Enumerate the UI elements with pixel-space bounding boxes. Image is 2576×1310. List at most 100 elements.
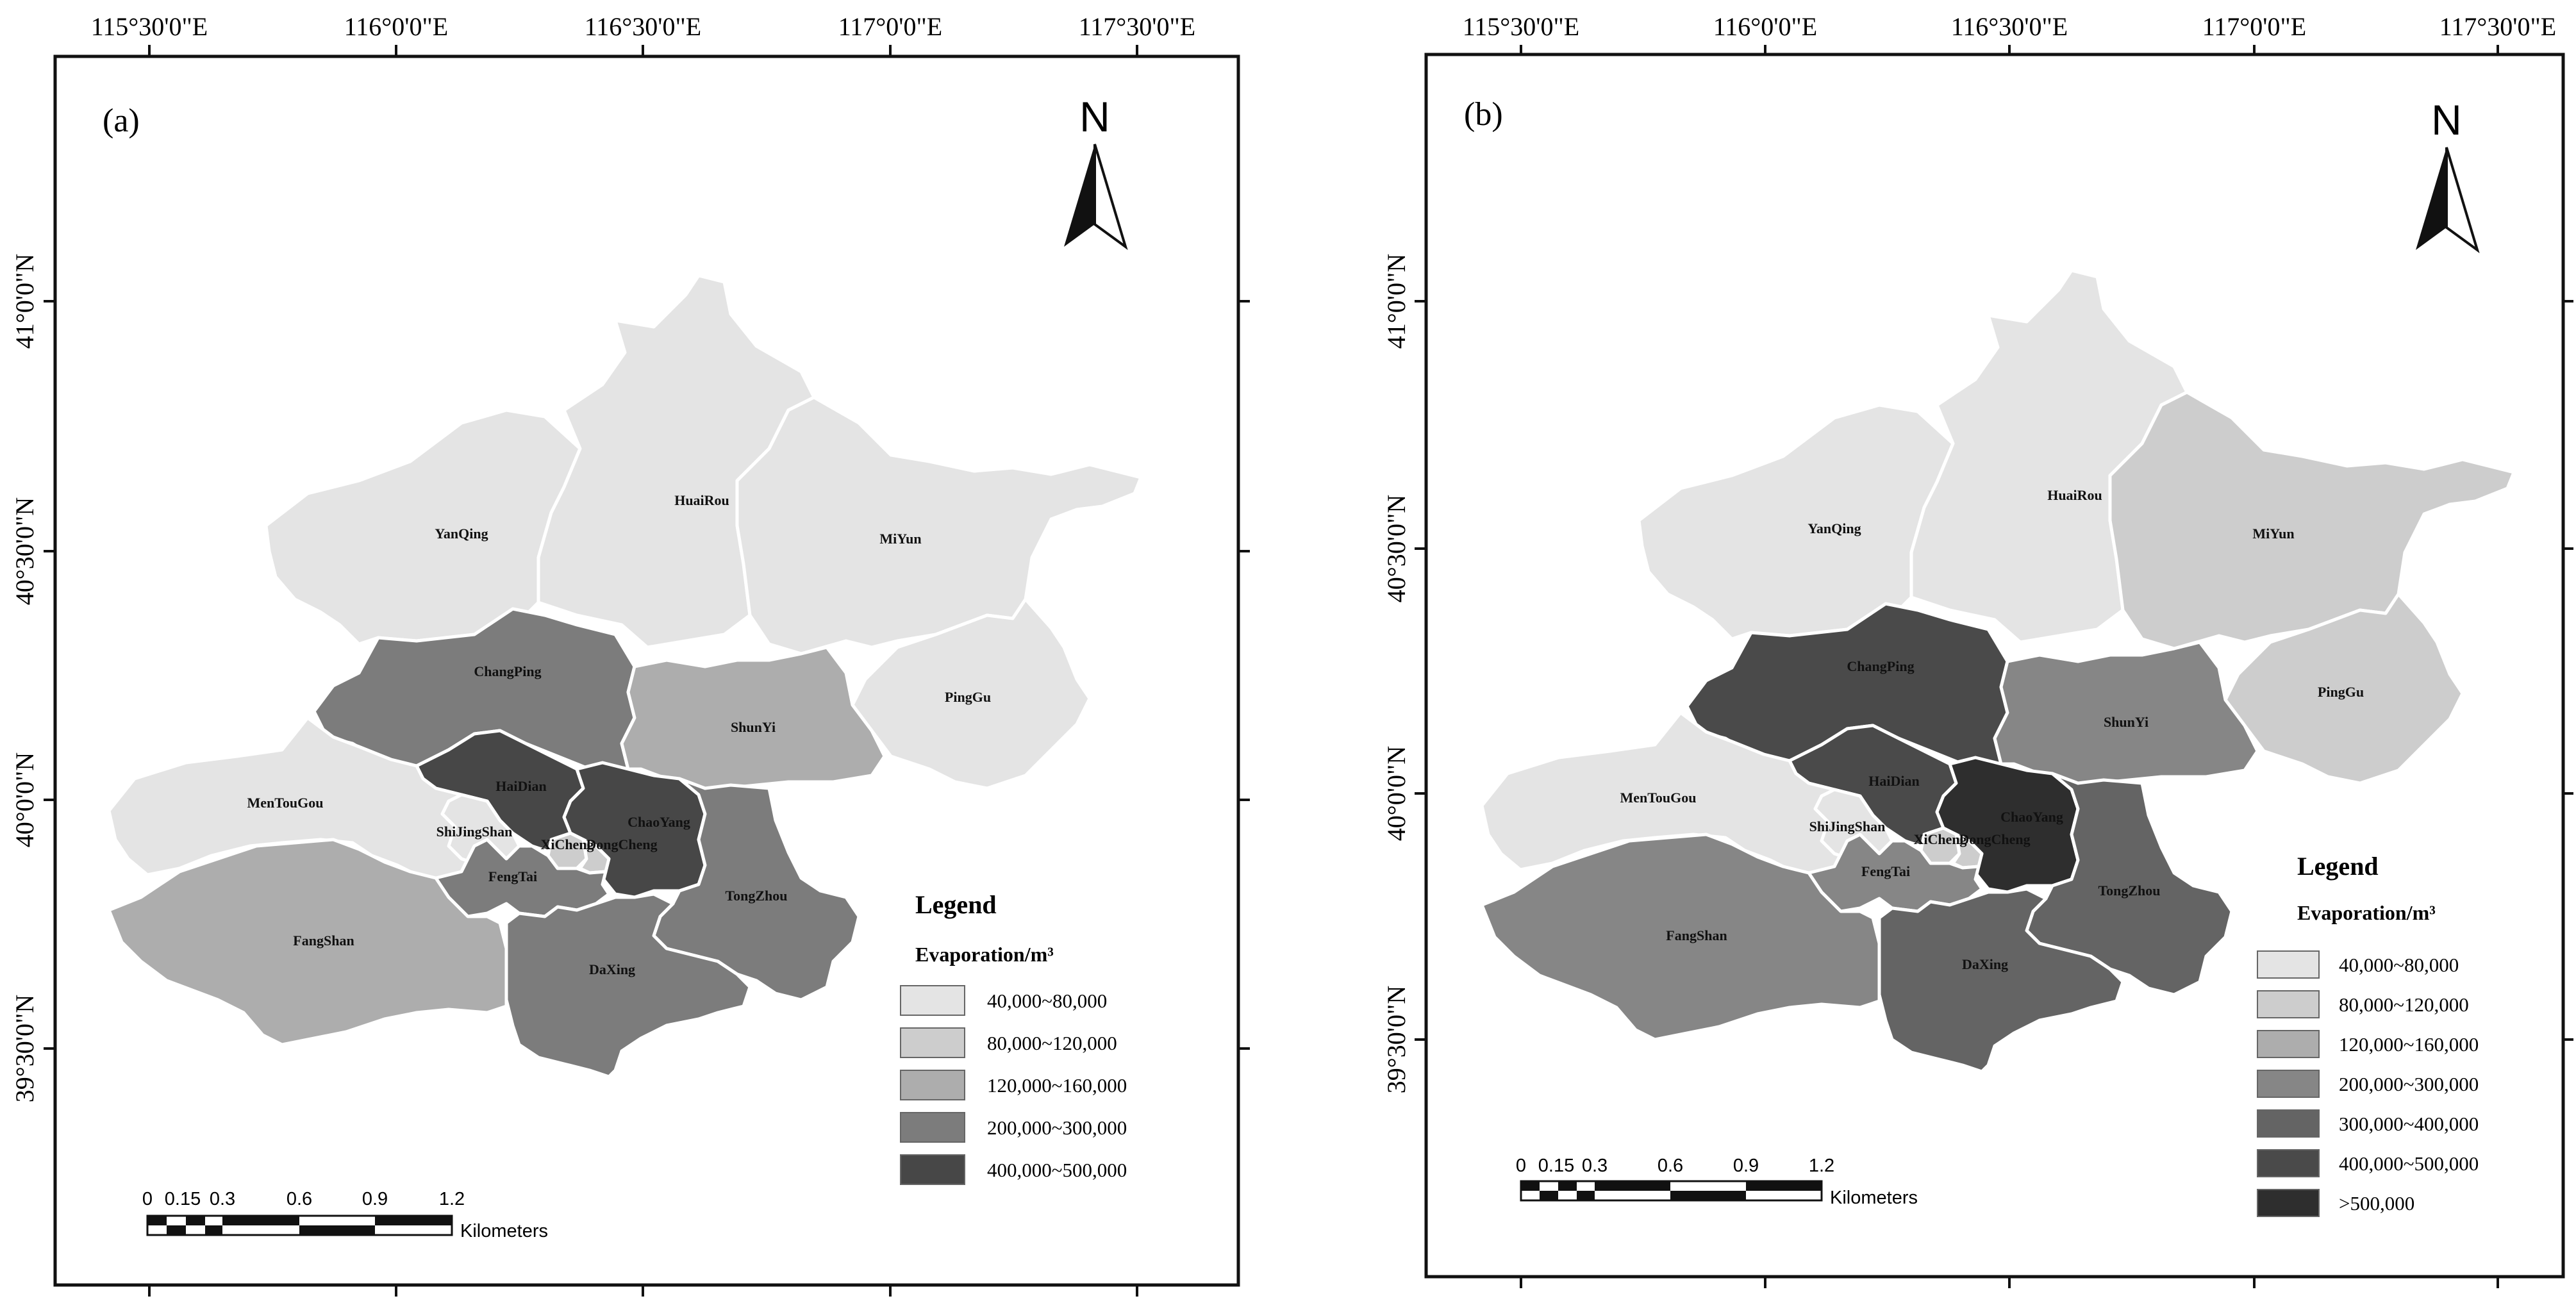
legend-swatch <box>900 985 965 1016</box>
district-pinggu <box>851 597 1092 790</box>
legend-swatch <box>2257 1189 2320 1217</box>
legend-swatch <box>2257 990 2320 1018</box>
district-polygons <box>1480 269 2516 1074</box>
legend-label: 300,000~400,000 <box>2339 1113 2479 1135</box>
legend-swatch <box>900 1070 965 1100</box>
scale-bar: 0 0.15 0.3 0.6 0.9 1.2 Kilometers <box>142 1189 548 1241</box>
legend-label: 80,000~120,000 <box>987 1032 1117 1054</box>
district-label-tongzhou: TongZhou <box>725 888 787 904</box>
legend-swatch <box>900 1027 965 1058</box>
legend-item: 200,000~300,000 <box>900 1112 1127 1143</box>
longitude-labels: 115°30'0"E 116°0'0"E 116°30'0"E 117°0'0"… <box>1463 12 2556 41</box>
district-label-shunyi: ShunYi <box>2104 714 2148 730</box>
legend-subtitle: Evaporation/m³ <box>2297 901 2436 924</box>
district-tongzhou <box>652 777 861 1002</box>
scale-tick-label: 0.9 <box>1733 1156 1759 1176</box>
legend-label: 200,000~300,000 <box>987 1116 1127 1139</box>
legend-subtitle: Evaporation/m³ <box>915 943 1054 966</box>
legend: Legend Evaporation/m³ 40,000~80,000 80,0… <box>900 890 1127 1185</box>
district-daxing <box>1877 887 2125 1074</box>
scale-unit: Kilometers <box>1830 1188 1918 1208</box>
legend-title: Legend <box>2297 852 2379 881</box>
legend-label: 400,000~500,000 <box>987 1159 1127 1181</box>
legend-item: 400,000~500,000 <box>2257 1149 2479 1177</box>
north-arrow-icon: N <box>2416 96 2480 254</box>
scale-tick-label: 0.3 <box>210 1189 235 1209</box>
district-daxing <box>504 892 752 1079</box>
scale-tick-label: 1.2 <box>1809 1156 1834 1176</box>
district-label-shijingshan: ShiJingShan <box>1809 818 1886 834</box>
district-shunyi <box>620 645 886 790</box>
district-miyun <box>2108 390 2516 651</box>
lon-label-1: 115°30'0"E <box>1463 12 1579 41</box>
district-label-fengtai: FengTai <box>1861 863 1910 879</box>
lon-label-3: 116°30'0"E <box>1951 12 2068 41</box>
lat-label-2: 40°30'0"N <box>1382 495 1411 602</box>
lon-label-2: 116°0'0"E <box>344 12 448 41</box>
lat-label-2: 40°30'0"N <box>10 497 39 605</box>
district-label-shunyi: ShunYi <box>731 719 776 735</box>
district-yanqing <box>264 408 582 646</box>
district-label-chaoyang: ChaoYang <box>2000 809 2063 825</box>
latitude-labels: 41°0'0"N 40°30'0"N 40°0'0"N 39°30'0"N <box>1382 254 1411 1093</box>
district-labels: YanQing HuaiRou MiYun PingGu ChangPing S… <box>247 492 991 977</box>
legend-label: 40,000~80,000 <box>2339 954 2459 976</box>
panel-label: (b) <box>1464 96 1503 133</box>
map-b-svg: 115°30'0"E 116°0'0"E 116°30'0"E 117°0'0"… <box>1382 12 2573 1288</box>
lon-label-5: 117°30'0"E <box>1079 12 1195 41</box>
latitude-labels: 41°0'0"N 40°30'0"N 40°0'0"N 39°30'0"N <box>10 254 39 1102</box>
legend-item: 120,000~160,000 <box>900 1070 1127 1100</box>
district-label-daxing: DaXing <box>1962 956 2008 972</box>
district-label-huairou: HuaiRou <box>2047 487 2102 503</box>
district-fengtai <box>428 838 611 918</box>
legend-label: 400,000~500,000 <box>2339 1152 2479 1175</box>
district-label-changping: ChangPing <box>474 663 541 679</box>
district-label-xicheng: XiCheng <box>540 836 594 852</box>
longitude-labels: 115°30'0"E 116°0'0"E 116°30'0"E 117°0'0"… <box>91 12 1195 41</box>
legend-swatch <box>2257 1149 2320 1177</box>
district-label-fangshan: FangShan <box>1666 927 1727 943</box>
map-frame <box>1424 53 2565 1279</box>
map-frame <box>53 54 1240 1287</box>
legend-item: 80,000~120,000 <box>900 1027 1117 1058</box>
scale-tick-label: 0.6 <box>1658 1156 1683 1176</box>
scale-tick-label: 0.6 <box>287 1189 312 1209</box>
district-label-daxing: DaXing <box>589 961 635 977</box>
legend: Legend Evaporation/m³ 40,000~80,000 80,0… <box>2257 852 2479 1217</box>
scale-tick-label: 0.3 <box>1582 1156 1608 1176</box>
lat-label-4: 39°30'0"N <box>10 995 39 1102</box>
district-label-miyun: MiYun <box>879 531 921 547</box>
district-shunyi <box>1993 640 2259 785</box>
legend-item: 80,000~120,000 <box>2257 990 2469 1018</box>
legend-label: 80,000~120,000 <box>2339 993 2469 1016</box>
legend-title: Legend <box>915 890 997 919</box>
map-a-svg: 115°30'0"E 116°0'0"E 116°30'0"E 117°0'0"… <box>10 12 1250 1297</box>
district-label-mentougou: MenTouGou <box>247 795 323 811</box>
lat-label-4: 39°30'0"N <box>1382 986 1411 1093</box>
map-panel-a: 115°30'0"E 116°0'0"E 116°30'0"E 117°0'0"… <box>10 12 1250 1297</box>
lat-label-3: 40°0'0"N <box>10 752 39 847</box>
district-label-dongcheng: DongCheng <box>1959 831 2030 847</box>
district-label-pinggu: PingGu <box>945 689 991 705</box>
map-panel-b: 115°30'0"E 116°0'0"E 116°30'0"E 117°0'0"… <box>1288 0 2576 1310</box>
district-label-miyun: MiYun <box>2252 526 2294 542</box>
district-chaoyang <box>562 761 707 899</box>
lon-label-4: 117°0'0"E <box>838 12 942 41</box>
lat-label-1: 41°0'0"N <box>1382 254 1411 349</box>
district-label-fengtai: FengTai <box>488 868 537 884</box>
district-label-tongzhou: TongZhou <box>2098 883 2160 899</box>
legend-swatch <box>2257 1109 2320 1138</box>
lon-label-2: 116°0'0"E <box>1713 12 1817 41</box>
district-polygons <box>107 274 1143 1079</box>
lon-label-4: 117°0'0"E <box>2202 12 2306 41</box>
district-chaoyang <box>1935 756 2080 894</box>
legend-swatch <box>900 1112 965 1143</box>
district-label-yanqing: YanQing <box>1807 520 1861 536</box>
legend-item: 300,000~400,000 <box>2257 1109 2479 1138</box>
district-miyun <box>735 395 1143 656</box>
scale-bar: 0 0.15 0.3 0.6 0.9 1.2 Kilometers <box>1516 1156 1918 1208</box>
district-label-changping: ChangPing <box>1847 658 1914 674</box>
district-label-dongcheng: DongCheng <box>586 836 657 852</box>
legend-label: 40,000~80,000 <box>987 990 1107 1012</box>
legend-item: 40,000~80,000 <box>900 985 1107 1016</box>
